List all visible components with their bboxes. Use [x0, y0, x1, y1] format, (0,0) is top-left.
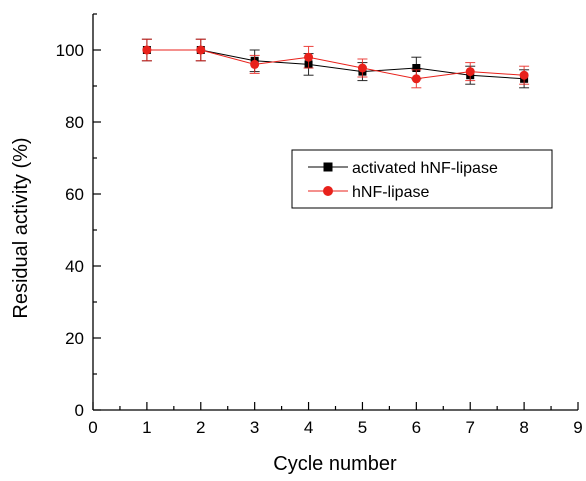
axes [92, 13, 579, 411]
x-axis-title: Cycle number [273, 453, 397, 475]
x-tick-label: 9 [573, 418, 582, 437]
series-layer [141, 38, 530, 89]
legend-marker [323, 186, 333, 196]
y-tick-label: 60 [65, 185, 84, 204]
data-point [304, 52, 314, 62]
data-point [250, 59, 260, 69]
data-point [519, 70, 529, 80]
legend-label: hNF-lipase [352, 184, 429, 201]
data-point [465, 67, 475, 77]
series-line [146, 49, 525, 80]
legend-box [291, 149, 553, 209]
y-tick-label: 80 [65, 113, 84, 132]
y-tick-label: 0 [75, 401, 84, 420]
y-tick-label: 100 [56, 41, 84, 60]
data-point [142, 45, 152, 55]
y-tick-label: 20 [65, 329, 84, 348]
legend-label: activated hNF-lipase [352, 160, 498, 177]
y-axis-title: Residual activity (%) [10, 137, 32, 318]
legend-marker [323, 162, 333, 172]
data-point [411, 74, 421, 84]
x-tick-label: 6 [412, 418, 421, 437]
x-tick-label: 5 [358, 418, 367, 437]
x-tick-label: 1 [142, 418, 151, 437]
x-tick-label: 8 [519, 418, 528, 437]
x-tick-label: 3 [250, 418, 259, 437]
data-point [196, 45, 206, 55]
series-line [146, 49, 525, 80]
x-tick-label: 7 [465, 418, 474, 437]
y-tick-label: 40 [65, 257, 84, 276]
legend: activated hNF-lipase hNF-lipase [291, 149, 553, 209]
tick-labels: 0 1 2 3 4 5 6 7 8 9 0 20 40 60 80 100 [56, 41, 583, 437]
data-point [357, 63, 367, 73]
x-tick-label: 0 [88, 418, 97, 437]
data-point [412, 64, 421, 72]
series-2 [141, 38, 530, 89]
x-tick-label: 2 [196, 418, 205, 437]
x-tick-label: 4 [304, 418, 313, 437]
